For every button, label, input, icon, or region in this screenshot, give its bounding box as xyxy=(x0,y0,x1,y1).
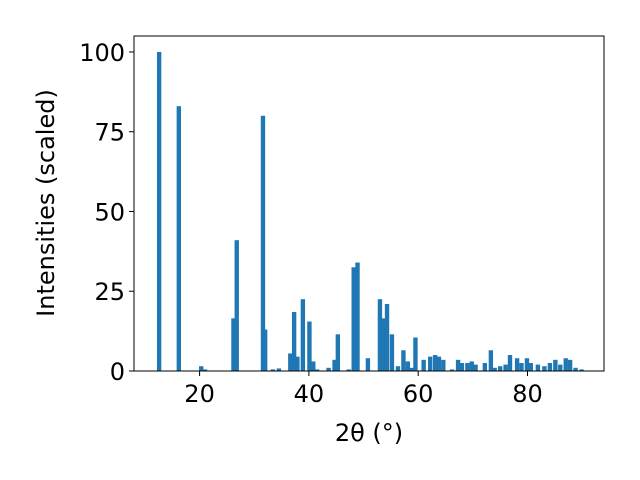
bar xyxy=(202,369,208,371)
bar xyxy=(355,262,360,371)
bar xyxy=(542,366,547,371)
bar xyxy=(432,355,438,371)
plot-frame xyxy=(133,35,605,372)
bar xyxy=(482,363,488,371)
bar xyxy=(295,356,300,371)
bar xyxy=(465,363,470,371)
bar xyxy=(401,350,406,371)
x-tick-label: 80 xyxy=(512,380,543,408)
bar xyxy=(381,318,386,371)
bar xyxy=(260,115,266,371)
y-axis-label: Intensities (scaled) xyxy=(32,89,60,317)
bar xyxy=(524,358,530,371)
bar xyxy=(311,361,316,371)
y-tick-label: 25 xyxy=(94,278,125,306)
bar xyxy=(558,364,563,371)
bar xyxy=(156,51,162,371)
bar xyxy=(326,367,331,371)
bar xyxy=(176,106,181,371)
bar xyxy=(449,369,455,371)
y-tick-label: 0 xyxy=(110,358,125,386)
bar xyxy=(469,361,474,371)
bar xyxy=(314,369,320,371)
bar xyxy=(514,358,520,371)
bar xyxy=(473,364,478,371)
bar xyxy=(234,240,239,371)
x-axis-ticks: 20 40 60 80 xyxy=(184,371,543,408)
bar xyxy=(395,366,401,371)
bars-group xyxy=(156,51,584,371)
bar xyxy=(307,321,312,371)
bar xyxy=(291,311,297,371)
bar xyxy=(428,356,433,371)
bar xyxy=(365,358,371,371)
bar xyxy=(573,367,578,371)
bar xyxy=(346,369,351,371)
bar xyxy=(199,366,204,371)
bar xyxy=(553,359,558,371)
bar xyxy=(547,363,553,371)
bar xyxy=(276,368,282,371)
bar xyxy=(413,337,418,371)
bar xyxy=(528,363,533,371)
bar xyxy=(231,318,236,371)
x-tick-label: 20 xyxy=(184,380,215,408)
bar xyxy=(579,369,584,371)
bar xyxy=(389,334,395,371)
bar xyxy=(497,366,503,371)
bar xyxy=(332,359,337,371)
bar xyxy=(270,369,275,371)
bar xyxy=(455,359,461,371)
bar xyxy=(262,329,268,371)
bar xyxy=(441,359,446,371)
bar xyxy=(507,355,513,371)
bar xyxy=(409,367,415,371)
bar xyxy=(563,358,568,371)
bar xyxy=(535,364,541,371)
bar xyxy=(288,353,293,371)
bar xyxy=(405,361,410,371)
x-axis-label: 2θ (°) xyxy=(335,419,403,447)
bar xyxy=(492,367,497,371)
bar xyxy=(377,299,383,371)
bar xyxy=(421,359,426,371)
bar xyxy=(567,359,573,371)
y-tick-label: 75 xyxy=(94,119,125,147)
bar xyxy=(351,267,356,371)
bar xyxy=(459,363,465,371)
y-axis-ticks: 0 25 50 75 100 xyxy=(79,39,134,386)
bar xyxy=(503,364,508,371)
y-tick-label: 100 xyxy=(79,39,125,67)
bar xyxy=(488,350,494,371)
bar xyxy=(519,363,524,371)
bar xyxy=(335,334,341,371)
bar xyxy=(436,356,442,371)
x-tick-label: 40 xyxy=(294,380,325,408)
x-tick-label: 60 xyxy=(403,380,434,408)
bar xyxy=(384,304,390,371)
y-tick-label: 50 xyxy=(94,198,125,226)
bar xyxy=(300,299,306,371)
